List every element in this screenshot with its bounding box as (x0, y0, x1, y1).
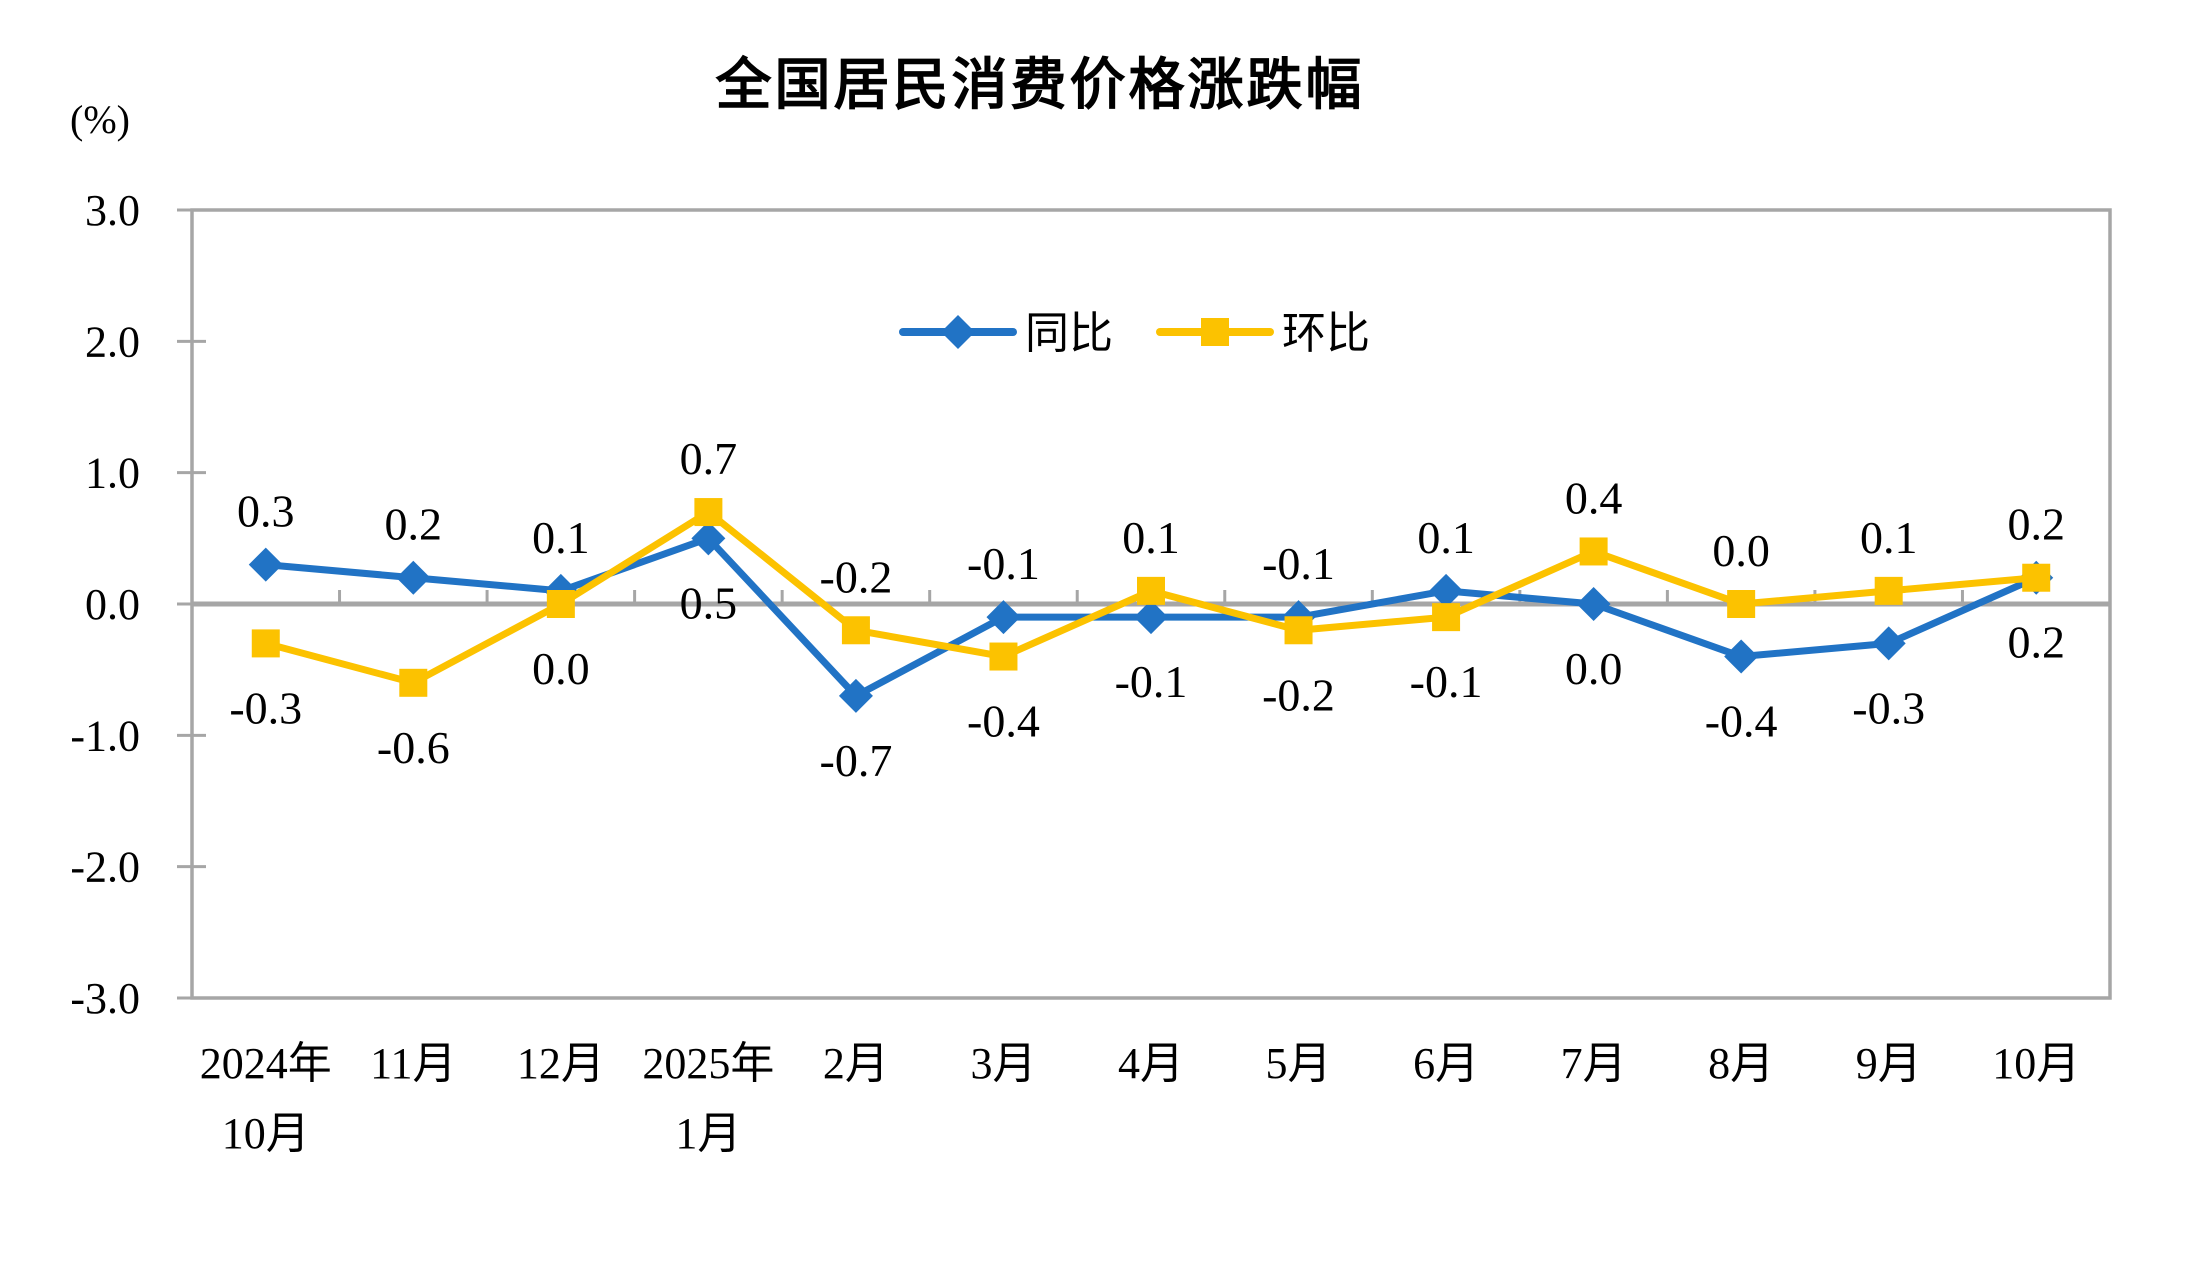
y-axis-label: 3.0 (85, 186, 140, 235)
x-axis-label: 6月 (1413, 1039, 1479, 1088)
x-axis-label: 10月 (222, 1109, 310, 1158)
data-label-yoy: 0.1 (1417, 512, 1475, 563)
data-label-mom: 0.7 (680, 433, 738, 484)
series-marker-yoy (1134, 600, 1168, 635)
data-label-yoy: 0.2 (385, 499, 443, 550)
data-label-yoy: -0.1 (967, 538, 1040, 589)
data-label-mom: 0.1 (1860, 512, 1918, 563)
series-marker-mom (1874, 576, 1903, 605)
data-label-yoy: 0.3 (237, 486, 295, 537)
series-marker-mom (694, 498, 723, 527)
series-marker-yoy (838, 678, 873, 713)
data-label-mom: 0.0 (532, 643, 590, 694)
data-label-mom: -0.3 (229, 682, 302, 733)
y-axis-label: 1.0 (85, 449, 140, 498)
x-axis-label: 5月 (1266, 1039, 1332, 1088)
series-marker-mom (1432, 603, 1461, 632)
x-axis-label: 9月 (1856, 1039, 1922, 1088)
x-axis-label: 10月 (1992, 1039, 2080, 1088)
series-marker-yoy (1576, 587, 1611, 621)
x-axis-label: 2025年 (642, 1039, 774, 1088)
chart-title: 全国居民消费价格涨跌幅 (715, 53, 1365, 116)
legend-marker-yoy (941, 315, 975, 349)
series-marker-mom (1137, 576, 1165, 605)
y-axis-unit-label: (%) (70, 97, 130, 142)
series-marker-mom (399, 668, 428, 697)
data-label-mom: 0.1 (1122, 512, 1180, 563)
series-marker-yoy (691, 521, 726, 556)
y-axis-label: -1.0 (70, 711, 140, 760)
x-axis-label: 3月 (970, 1039, 1036, 1088)
x-axis-label: 2024年 (200, 1039, 332, 1088)
data-label-mom: -0.2 (820, 551, 893, 602)
data-label-yoy: -0.4 (1705, 696, 1778, 747)
series-marker-yoy (248, 547, 283, 582)
y-axis-label: 0.0 (85, 580, 140, 629)
legend-label-yoy: 同比 (1025, 309, 1113, 358)
data-label-yoy: 0.5 (680, 577, 738, 628)
series-marker-mom (989, 642, 1018, 671)
series-marker-yoy (986, 600, 1021, 635)
x-axis-label: 1月 (675, 1109, 741, 1158)
data-label-mom: -0.6 (377, 722, 450, 773)
data-label-yoy: -0.3 (1852, 682, 1925, 733)
data-label-yoy: 0.2 (2007, 617, 2065, 668)
legend-marker-mom (1201, 318, 1229, 346)
y-axis-label: -3.0 (70, 974, 140, 1023)
series-marker-mom (1579, 537, 1608, 566)
data-label-mom: 0.4 (1565, 472, 1623, 523)
series-marker-yoy (1429, 573, 1464, 608)
x-axis-label: 7月 (1561, 1039, 1627, 1088)
data-label-yoy: -0.1 (1115, 656, 1188, 707)
series-marker-mom (546, 590, 575, 618)
series-marker-yoy (1871, 626, 1906, 661)
x-axis-label: 4月 (1118, 1039, 1184, 1088)
series-marker-mom (2022, 563, 2051, 592)
x-axis-label: 12月 (517, 1039, 605, 1088)
x-axis-label: 8月 (1708, 1039, 1774, 1088)
data-label-yoy: 0.1 (532, 512, 590, 563)
data-label-mom: -0.2 (1262, 669, 1335, 720)
series-marker-mom (1727, 590, 1756, 618)
series-marker-yoy (396, 560, 431, 595)
data-label-mom: 0.0 (1712, 525, 1770, 576)
y-axis-label: -2.0 (70, 843, 140, 892)
x-axis-label: 2月 (823, 1039, 889, 1088)
legend-label-mom: 环比 (1282, 309, 1370, 358)
data-label-yoy: 0.0 (1565, 643, 1623, 694)
series-marker-mom (841, 616, 870, 645)
y-axis-label: 2.0 (85, 317, 140, 366)
data-label-mom: -0.1 (1410, 656, 1483, 707)
data-label-yoy: -0.1 (1262, 538, 1335, 589)
data-label-yoy: -0.7 (820, 735, 893, 786)
series-marker-mom (1284, 616, 1313, 645)
data-label-mom: -0.4 (967, 696, 1040, 747)
data-label-mom: 0.2 (2007, 499, 2065, 550)
series-marker-yoy (1724, 639, 1759, 674)
x-axis-label: 11月 (370, 1039, 456, 1088)
series-marker-mom (251, 629, 280, 658)
